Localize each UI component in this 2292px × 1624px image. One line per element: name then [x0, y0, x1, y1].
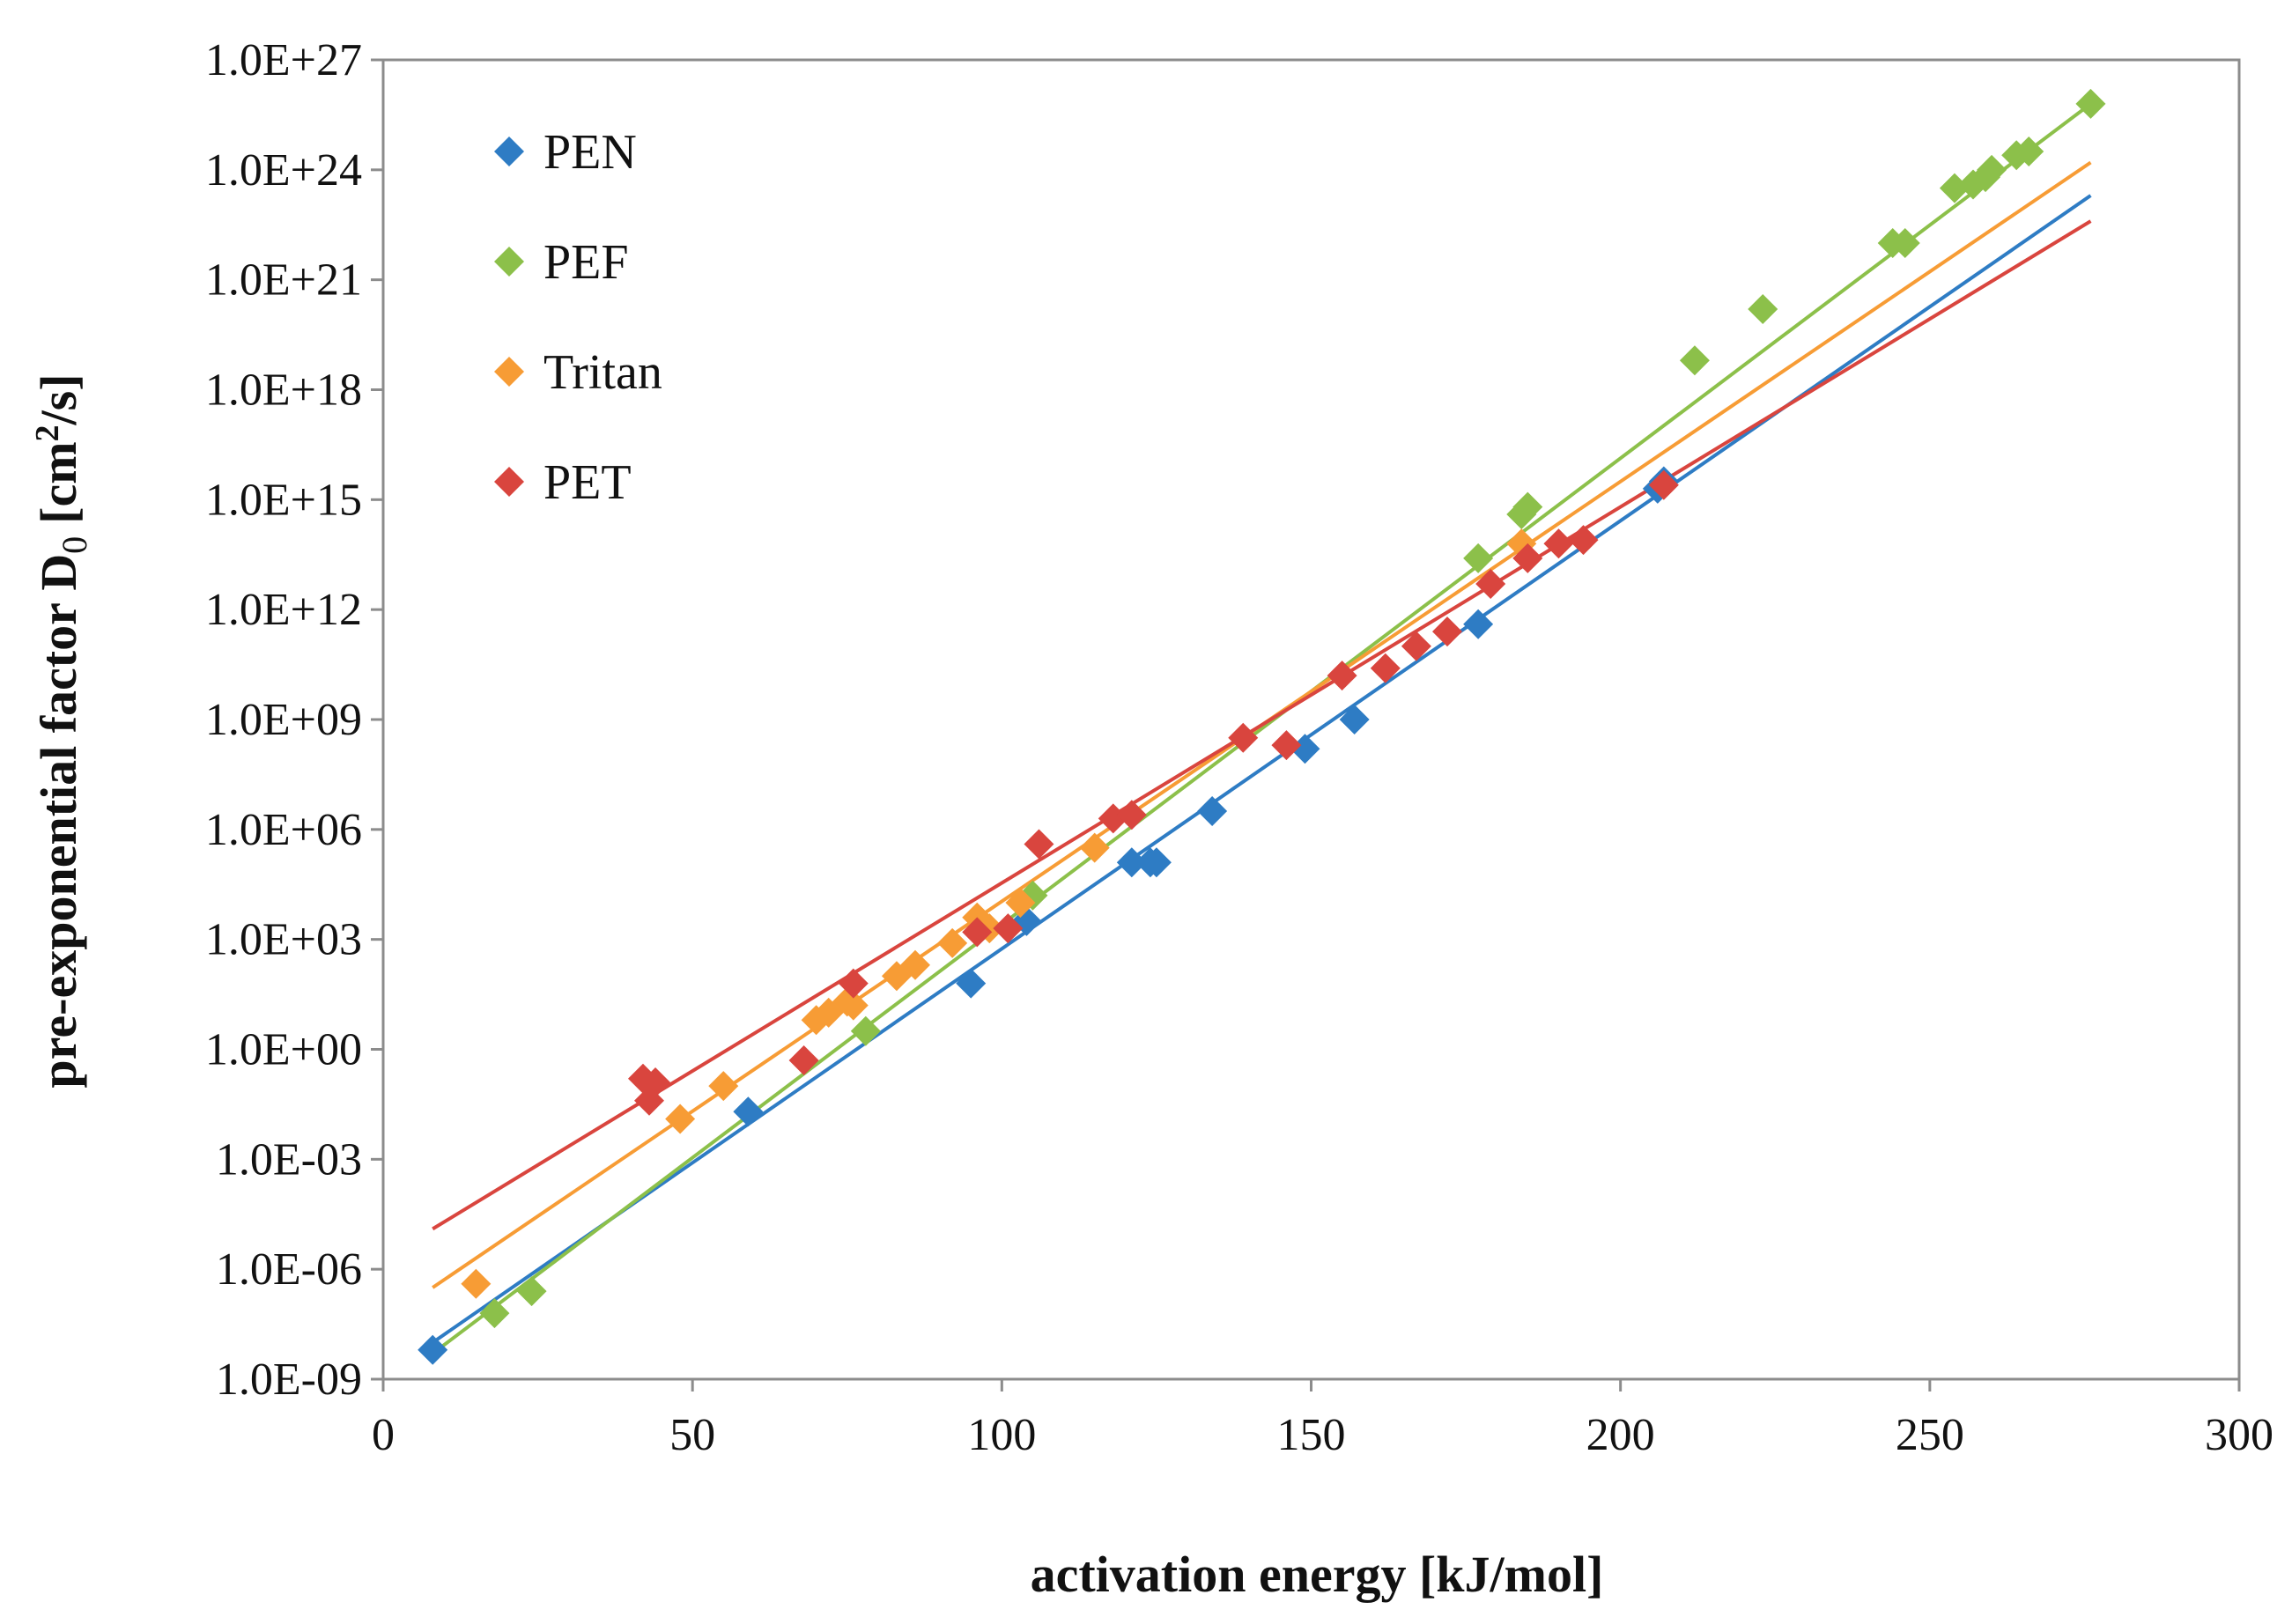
point-pen [1197, 796, 1228, 827]
y-tick-label: 1.0E-06 [216, 1244, 362, 1295]
legend-marker-pen [494, 137, 524, 166]
y-tick-label: 1.0E+24 [205, 145, 362, 196]
x-tick-label: 200 [1586, 1410, 1655, 1460]
y-axis-title: pre-exponential factor D0 [cm2/s] [29, 373, 94, 1088]
legend-label-pet: PET [543, 455, 632, 510]
point-tritan [937, 927, 968, 958]
point-tritan [1079, 832, 1110, 863]
point-pef [1463, 543, 1494, 573]
point-pet [1568, 525, 1599, 556]
point-tritan [708, 1071, 739, 1102]
x-tick-label: 250 [1896, 1410, 1964, 1460]
x-axis-title: activation energy [kJ/mol] [1031, 1546, 1604, 1603]
point-tritan [461, 1268, 492, 1299]
x-tick-label: 50 [669, 1410, 715, 1460]
point-pef [2014, 137, 2044, 167]
legend-label-tritan: Tritan [543, 345, 662, 400]
point-pen [1116, 847, 1147, 878]
y-tick-label: 1.0E+15 [205, 475, 362, 525]
y-tick-label: 1.0E+09 [205, 695, 362, 745]
y-tick-label: 1.0E+27 [205, 35, 362, 85]
y-axis-title-units: [cm [30, 441, 87, 523]
point-pet [1228, 722, 1259, 753]
point-pef [1679, 345, 1710, 376]
point-pen [418, 1334, 448, 1365]
x-tick-label: 0 [372, 1410, 395, 1460]
point-pet [1432, 616, 1463, 647]
point-pef [1748, 293, 1778, 324]
point-pef [1889, 228, 1920, 259]
point-pef [1977, 154, 2007, 185]
point-pef [1512, 491, 1543, 522]
point-tritan [1005, 888, 1036, 919]
point-pet [640, 1067, 671, 1097]
legend-marker-tritan [494, 357, 524, 387]
legend-label-pen: PEN [543, 125, 637, 180]
point-pen [733, 1096, 764, 1127]
point-pen [1463, 609, 1494, 639]
point-pet [838, 968, 869, 999]
point-pef [850, 1015, 881, 1046]
legend-marker-pef [494, 247, 524, 277]
y-axis-title-units-superscript: 2 [29, 424, 66, 441]
point-pef [479, 1298, 510, 1329]
point-pet [1401, 631, 1431, 661]
point-pen [1339, 705, 1370, 734]
legend-label-pef: PEF [543, 235, 629, 290]
y-tick-label: 1.0E-09 [216, 1355, 362, 1405]
point-tritan [838, 990, 869, 1021]
point-pet [1327, 661, 1357, 691]
point-pet [993, 913, 1024, 944]
point-pet [788, 1045, 819, 1075]
point-pet [1370, 653, 1401, 683]
trendline-pet [432, 219, 2092, 1231]
trendlines [431, 102, 2092, 1355]
y-tick-label: 1.0E+03 [205, 915, 362, 965]
point-pet [1512, 543, 1543, 573]
point-pef [516, 1276, 547, 1307]
point-pet [1475, 569, 1506, 600]
legend-marker-pet [494, 467, 524, 497]
trendline-pen [432, 194, 2092, 1345]
point-pet [1116, 800, 1147, 830]
y-axis-title-units-close: /s] [30, 373, 87, 425]
y-tick-label: 1.0E+00 [205, 1025, 362, 1075]
legend: PEN PEF Tritan PET [494, 125, 662, 510]
point-pet [1648, 469, 1679, 500]
x-tick-label: 300 [2205, 1410, 2274, 1460]
trendline-pef [431, 102, 2092, 1355]
point-tritan [665, 1104, 696, 1134]
y-tick-label: 1.0E+21 [205, 255, 362, 306]
y-tick-label: 1.0E+06 [205, 805, 362, 855]
x-tick-label: 150 [1277, 1410, 1346, 1460]
point-pen [956, 968, 987, 999]
point-tritan [900, 949, 931, 980]
point-pet [1543, 528, 1574, 559]
y-axis-title-subscript: 0 [55, 536, 94, 554]
x-tick-label: 100 [967, 1410, 1036, 1460]
y-axis-title-main: pre-exponential factor D [30, 554, 87, 1089]
axes: 1.0E-09 1.0E-06 1.0E-03 1.0E+00 1.0E+03 1.0E+… [205, 35, 2274, 1460]
point-pet [962, 917, 993, 948]
point-pef [2075, 88, 2106, 119]
data-points [418, 88, 2106, 1365]
y-tick-label: 1.0E-03 [216, 1134, 362, 1185]
y-tick-label: 1.0E+12 [205, 585, 362, 635]
y-tick-label: 1.0E+18 [205, 365, 362, 416]
point-pen [1141, 847, 1172, 878]
point-pet [1024, 829, 1054, 860]
point-pet [1271, 730, 1302, 761]
